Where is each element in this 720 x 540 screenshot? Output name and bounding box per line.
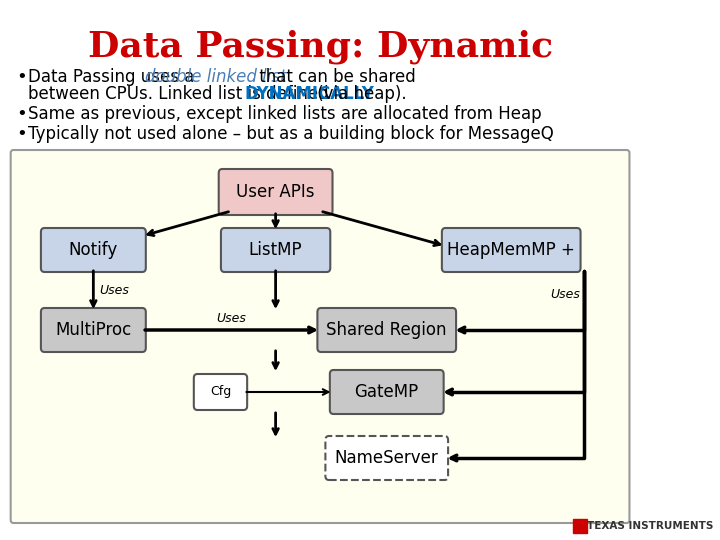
FancyBboxPatch shape — [11, 150, 629, 523]
Text: between CPUs. Linked list is defined: between CPUs. Linked list is defined — [29, 85, 334, 103]
FancyBboxPatch shape — [318, 308, 456, 352]
Text: User APIs: User APIs — [236, 183, 315, 201]
FancyBboxPatch shape — [219, 169, 333, 215]
Text: Uses: Uses — [217, 312, 246, 325]
FancyBboxPatch shape — [442, 228, 580, 272]
Text: Shared Region: Shared Region — [326, 321, 447, 339]
Text: DYNAMICALLY: DYNAMICALLY — [245, 85, 374, 103]
Text: Uses: Uses — [99, 284, 130, 296]
Text: that can be shared: that can be shared — [253, 68, 415, 86]
FancyBboxPatch shape — [325, 436, 448, 480]
Text: ListMP: ListMP — [249, 241, 302, 259]
Text: •: • — [16, 105, 27, 123]
Text: HeapMemMP +: HeapMemMP + — [447, 241, 575, 259]
Text: GateMP: GateMP — [355, 383, 419, 401]
Text: Typically not used alone – but as a building block for MessageQ: Typically not used alone – but as a buil… — [29, 125, 554, 143]
Text: (via heap).: (via heap). — [312, 85, 406, 103]
Text: Uses: Uses — [550, 287, 580, 300]
FancyBboxPatch shape — [41, 308, 146, 352]
FancyBboxPatch shape — [330, 370, 444, 414]
Text: TEXAS INSTRUMENTS: TEXAS INSTRUMENTS — [587, 521, 713, 531]
Text: •: • — [16, 125, 27, 143]
Text: Notify: Notify — [68, 241, 118, 259]
Text: Data Passing uses a: Data Passing uses a — [29, 68, 200, 86]
Text: •: • — [16, 68, 27, 86]
Text: double linked list: double linked list — [145, 68, 287, 86]
Text: MultiProc: MultiProc — [55, 321, 132, 339]
FancyBboxPatch shape — [41, 228, 146, 272]
FancyBboxPatch shape — [194, 374, 247, 410]
Text: Data Passing: Dynamic: Data Passing: Dynamic — [88, 30, 553, 64]
FancyBboxPatch shape — [221, 228, 330, 272]
Text: Cfg: Cfg — [210, 386, 231, 399]
Text: Same as previous, except linked lists are allocated from Heap: Same as previous, except linked lists ar… — [29, 105, 542, 123]
Text: NameServer: NameServer — [335, 449, 438, 467]
